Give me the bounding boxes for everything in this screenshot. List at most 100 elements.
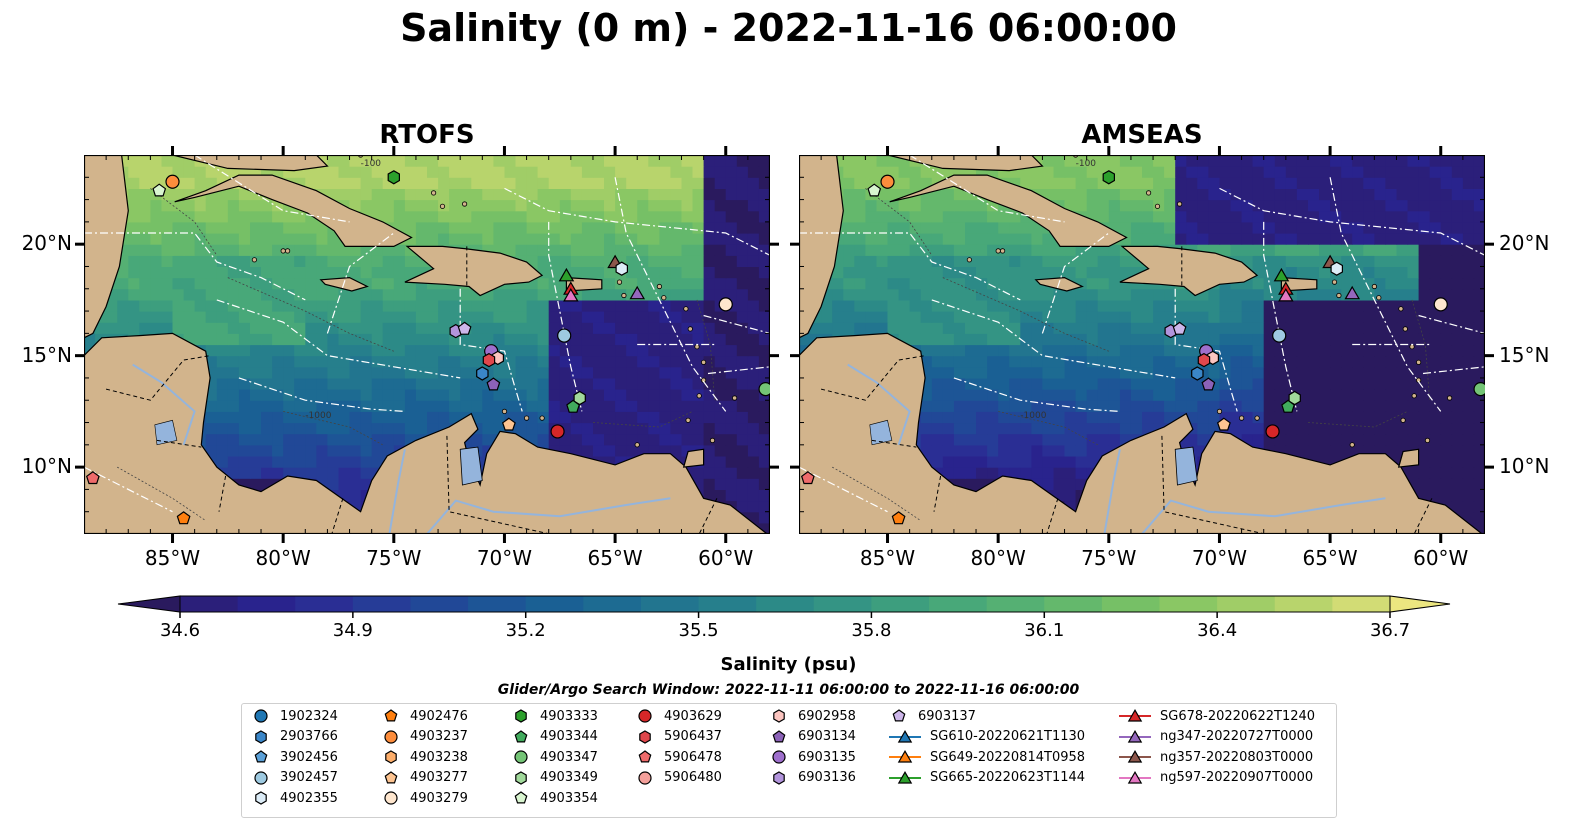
- observation-4903349: [573, 390, 586, 406]
- legend-marker-pentagon: [892, 709, 906, 722]
- observation-4902355: [1330, 261, 1344, 276]
- legend-label: 6903136: [798, 770, 856, 785]
- observation-4902476: [176, 511, 191, 525]
- legend-item: 4903629: [634, 706, 722, 726]
- legend-label: 4903344: [540, 729, 598, 744]
- observation-6903134: [1201, 377, 1216, 391]
- legend-item: 6903135: [768, 747, 856, 767]
- observation-4903354: [152, 183, 167, 197]
- legend-label: 4902476: [410, 708, 468, 724]
- observation-4903333: [1102, 170, 1115, 185]
- legend-label: ng597-20220907T0000: [1160, 770, 1314, 785]
- panel-title-amseas: AMSEAS: [1081, 120, 1203, 150]
- legend-label: 6903135: [798, 749, 856, 765]
- legend-marker-pentagon: [772, 729, 786, 742]
- observation-4903629: [550, 424, 565, 439]
- legend-marker-pentagon: [514, 791, 528, 804]
- legend-label: 4903629: [664, 708, 722, 724]
- legend-label: 5906437: [664, 729, 722, 744]
- legend-item: ng357-20220803T0000: [1118, 747, 1313, 767]
- legend-item: 5906437: [634, 727, 722, 747]
- legend-item: 3902457: [250, 768, 338, 788]
- observation-4903333: [387, 170, 400, 185]
- legend-marker-hexagon: [773, 770, 785, 785]
- legend-marker-hexagon: [385, 750, 397, 764]
- legend-label: 3902456: [280, 749, 338, 765]
- legend-item: 4903277: [380, 768, 468, 788]
- observation-6903137: [457, 321, 472, 335]
- legend-label: SG610-20220621T1130: [930, 729, 1086, 744]
- observation-5906478: [800, 471, 815, 485]
- legend-marker-pentagon: [638, 750, 652, 763]
- legend-item: 4903238: [380, 747, 468, 767]
- colorbar-tick-label: 35.8: [851, 620, 892, 641]
- legend-item: 6903136: [768, 768, 856, 788]
- lon-tick-label: 70°W: [1191, 546, 1248, 570]
- colorbar-label: Salinity (psu): [720, 654, 857, 675]
- observation-4903344: [566, 399, 580, 413]
- lon-tick-label: 70°W: [476, 546, 533, 570]
- search-window-label: Glider/Argo Search Window: 2022-11-11 06…: [497, 682, 1080, 698]
- legend-label: 6903134: [798, 729, 856, 744]
- legend-item: 4903333: [510, 706, 598, 726]
- rtofs-salinity-map: -100 -1000: [84, 155, 770, 534]
- legend-marker-circle: [638, 709, 652, 723]
- observation-4903347: [758, 381, 770, 397]
- lon-tick-label: 65°W: [587, 546, 643, 570]
- observation-4903277: [501, 417, 516, 431]
- legend-item: 4902355: [250, 788, 338, 808]
- legend-item: SG649-20220814T0958: [888, 747, 1085, 767]
- legend-item: 6903137: [888, 706, 976, 726]
- legend-label: SG678-20220622T1240: [1160, 708, 1316, 724]
- observation-4902355: [615, 261, 629, 276]
- legend-label: 1902324: [280, 708, 338, 724]
- figure-title: Salinity (0 m) - 2022-11-16 06:00:00: [400, 6, 1177, 50]
- legend-item: 4903354: [510, 788, 598, 808]
- observation-3902457: [557, 328, 572, 343]
- observation-3902457: [1272, 328, 1287, 343]
- observation-5906437: [482, 352, 496, 368]
- legend-item: SG678-20220622T1240: [1118, 706, 1315, 726]
- legend-label: 5906478: [664, 749, 722, 765]
- legend-marker-circle: [384, 791, 398, 805]
- svg-text:-100: -100: [1076, 159, 1097, 169]
- lon-tick-label: 65°W: [1302, 546, 1358, 570]
- legend-marker-triangle: [1119, 729, 1151, 743]
- lon-tick-label: 75°W: [366, 546, 422, 570]
- legend-marker-circle: [772, 750, 786, 764]
- lon-tick-label: 60°W: [1413, 546, 1469, 570]
- amseas-salinity-map: -100 -1000: [799, 155, 1485, 534]
- observation-4903279: [1433, 297, 1448, 312]
- legend-marker-hexagon: [255, 729, 267, 744]
- legend-label: 4903277: [410, 770, 468, 785]
- legend-label: 4903349: [540, 770, 598, 785]
- legend-label: SG665-20220623T1144: [930, 770, 1086, 785]
- observation-6903137: [1172, 321, 1187, 335]
- legend-marker-circle: [638, 770, 652, 785]
- legend-label: ng357-20220803T0000: [1160, 749, 1314, 765]
- legend-item: 1902324: [250, 706, 338, 726]
- svg-text:-1000: -1000: [1020, 411, 1046, 421]
- legend-label: 4903347: [540, 749, 598, 765]
- observation-5906437: [1197, 352, 1211, 368]
- legend-label: 4903333: [540, 708, 598, 724]
- legend-label: SG649-20220814T0958: [930, 749, 1086, 765]
- svg-text:-1000: -1000: [305, 411, 331, 421]
- legend-label: 3902457: [280, 770, 338, 785]
- observation-4903237: [165, 174, 180, 189]
- legend-item: SG665-20220623T1144: [888, 768, 1085, 788]
- legend-label: 5906480: [664, 770, 722, 785]
- lon-tick-label: 85°W: [144, 546, 201, 570]
- legend-item: 5906480: [634, 768, 722, 788]
- colorbar-tick-label: 35.5: [678, 620, 719, 641]
- legend-item: 4903279: [380, 788, 468, 808]
- legend-marker-triangle: [889, 749, 921, 763]
- legend-marker-pentagon: [514, 729, 528, 742]
- observation-4903349: [1288, 390, 1301, 406]
- observation-6903134: [486, 377, 501, 391]
- lon-tick-label: 85°W: [859, 546, 916, 570]
- lat-tick-label: 10°N: [21, 454, 72, 479]
- lat-tick-label: 20°N: [1499, 231, 1550, 256]
- legend-label: 4903279: [410, 790, 468, 806]
- observation-4903277: [1216, 417, 1231, 431]
